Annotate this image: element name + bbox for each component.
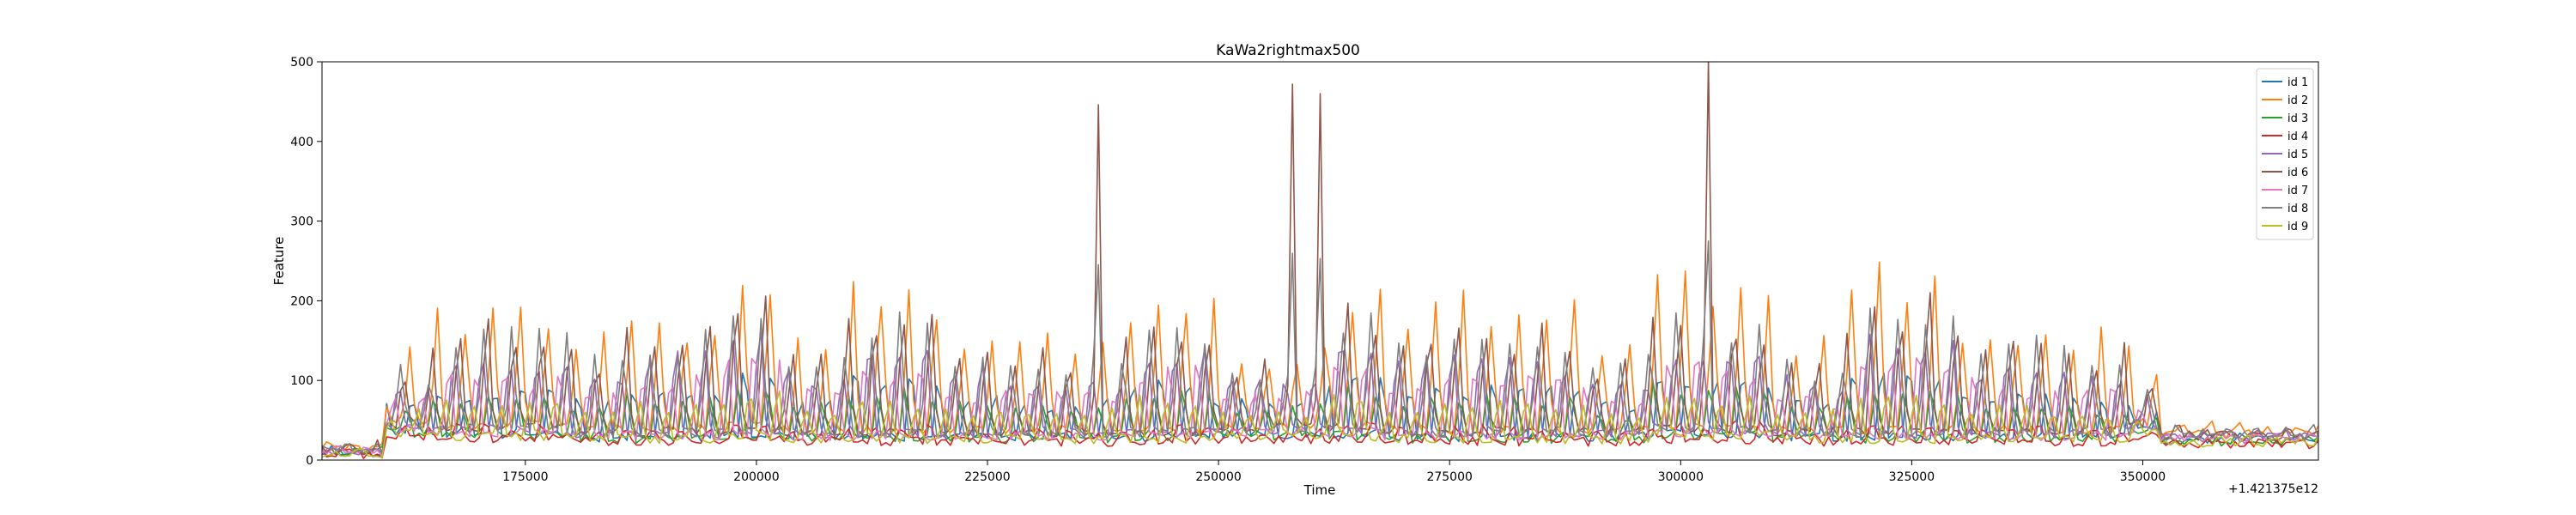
x-axis-offset-label: +1.421375e12	[2228, 482, 2318, 496]
y-tick-label: 400	[290, 136, 313, 149]
y-tick-label: 500	[290, 56, 313, 70]
series-layer	[322, 62, 2318, 459]
legend-label: id 9	[2287, 221, 2308, 233]
legend-label: id 4	[2287, 130, 2308, 143]
series-line-id-9	[322, 390, 2318, 458]
x-tick-label: 200000	[733, 470, 779, 484]
legend-label: id 1	[2287, 76, 2308, 89]
chart-title: KaWa2rightmax500	[1216, 42, 1360, 59]
legend-label: id 3	[2287, 112, 2308, 125]
legend-label: id 6	[2287, 167, 2308, 179]
legend-label: id 7	[2287, 185, 2308, 197]
x-tick-label: 350000	[2120, 470, 2166, 484]
y-axis-title: Feature	[271, 237, 287, 286]
legend-label: id 5	[2287, 148, 2308, 161]
legend-label: id 8	[2287, 203, 2308, 215]
series-line-id-8	[322, 240, 2318, 454]
legend-box	[2256, 68, 2314, 240]
x-tick-label: 275000	[1426, 470, 1472, 484]
series-line-id-2	[322, 261, 2318, 455]
y-tick-label: 300	[290, 215, 313, 229]
y-tick-label: 100	[290, 374, 313, 388]
x-tick-label: 300000	[1658, 470, 1704, 484]
series-line-id-3	[322, 381, 2318, 457]
x-tick-label: 325000	[1889, 470, 1935, 484]
series-line-id-5	[322, 331, 2318, 456]
x-axis-ticks: 175000 200000 225000 250000 275000 300000 3250…	[502, 460, 2166, 484]
legend: id 1 id 2 id 3 id 4 id 5 id 6 id 7 id 8 id 9	[2256, 68, 2314, 240]
x-axis-title: Time	[1303, 482, 1336, 498]
x-tick-label: 225000	[964, 470, 1010, 484]
y-tick-label: 0	[306, 454, 313, 468]
y-tick-label: 200	[290, 294, 313, 308]
legend-label: id 2	[2287, 94, 2308, 107]
series-line-id-6	[322, 62, 2318, 456]
x-tick-label: 175000	[502, 470, 548, 484]
y-axis-ticks: 0 100 200 300 400 500	[290, 56, 322, 468]
series-line-id-7	[322, 357, 2318, 457]
plot-frame	[321, 61, 2319, 461]
x-tick-label: 250000	[1195, 470, 1241, 484]
